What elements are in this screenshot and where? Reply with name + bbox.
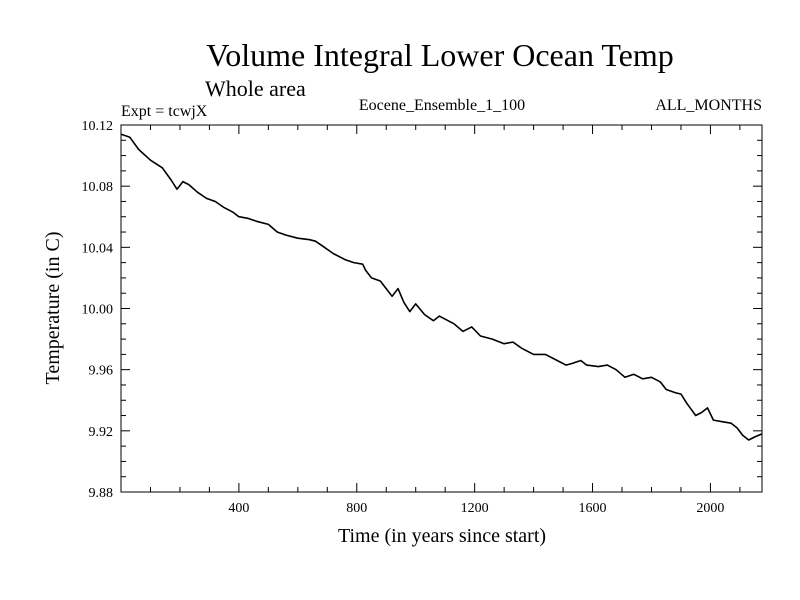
y-tick-label: 10.00 [82, 303, 114, 318]
y-tick-label: 10.12 [82, 119, 114, 134]
experiment-label: Expt = tcwjX [121, 103, 208, 120]
ensemble-label: Eocene_Ensemble_1_100 [359, 97, 525, 114]
y-tick-label: 9.96 [89, 364, 114, 379]
x-tick-label: 2000 [696, 501, 724, 516]
y-tick-label: 10.08 [82, 180, 114, 195]
x-tick-label: 1600 [579, 501, 607, 516]
y-tick-label: 10.04 [82, 241, 114, 256]
series-line-0 [120, 133, 763, 441]
y-tick-label: 9.88 [89, 486, 114, 501]
x-tick-label: 800 [346, 501, 367, 516]
plot-frame [120, 124, 763, 493]
months-label: ALL_MONTHS [655, 97, 762, 114]
y-tick-label: 9.92 [89, 425, 114, 440]
plot-area: 400 800 1200 1600 2000 9.88 9.92 9.96 10.00 10.04… [82, 119, 763, 516]
chart-subtitle: Whole area [205, 76, 306, 101]
x-tick-label: 400 [228, 501, 249, 516]
y-axis-label: Temperature (in C) [42, 232, 64, 385]
x-tick-label: 1200 [461, 501, 489, 516]
x-axis-label: Time (in years since start) [338, 525, 546, 547]
chart-title: Volume Integral Lower Ocean Temp [206, 37, 674, 73]
